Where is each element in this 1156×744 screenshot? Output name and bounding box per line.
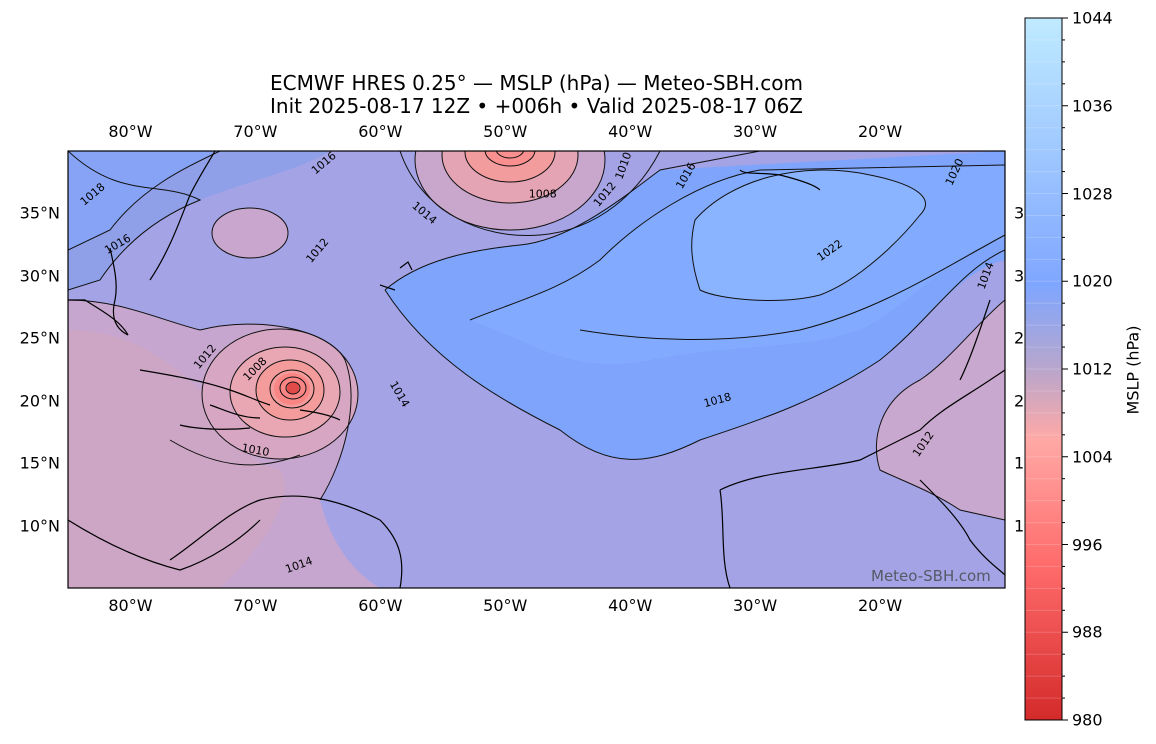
contour-label-15: 1010 [241,441,271,459]
lon-tick-top-5: 30°W [733,122,778,141]
lat-tick-right-1: 3 [1014,266,1025,286]
watermark: Meteo-SBH.com [871,567,991,585]
lat-tick-left-2: 25°N [19,328,60,348]
lat-tick-right-2: 2 [1014,328,1025,348]
colorbar-tick-7: 988 [1072,622,1103,642]
colorbar-tickmarks [1062,17,1068,721]
lon-tick-bottom-2: 60°W [358,596,403,615]
lat-tick-left-1: 30°N [19,266,60,286]
coastlines [68,151,1005,588]
colorbar-tick-4: 1012 [1072,359,1113,379]
lon-tick-bottom-3: 50°W [483,596,528,615]
lon-tick-top-1: 70°W [233,122,278,141]
lon-tick-top-6: 20°W [857,122,903,141]
colorbar-tick-3: 1020 [1072,271,1113,291]
lat-tick-left-4: 15°N [19,453,60,473]
colorbar-label: MSLP (hPa) [1123,325,1143,415]
lat-tick-right-4: 1 [1014,453,1025,473]
isobar-contours [68,151,1005,521]
mslp-field [68,151,1005,588]
colorbar-tick-2: 1028 [1072,184,1113,203]
colorbar-tick-8: 980 [1072,710,1103,730]
lon-tick-bottom-0: 80°W [108,596,153,615]
lon-tick-bottom-1: 70°W [233,596,278,615]
lat-tick-right-3: 2 [1014,391,1025,411]
lon-tick-top-2: 60°W [358,122,403,141]
lat-tick-left-5: 10°N [19,516,60,536]
map-title-line2: Init 2025-08-17 12Z • +006h • Valid 2025… [270,94,803,118]
lon-tick-top-0: 80°W [108,122,153,141]
colorbar-tick-1: 1036 [1072,96,1113,116]
lon-tick-bottom-4: 40°W [608,596,653,615]
colorbar [1025,18,1062,720]
lat-tick-left-3: 20°N [19,391,60,411]
colorbar-bands [1025,39,1062,699]
colorbar-tick-0: 1044 [1072,8,1113,28]
lon-tick-bottom-5: 30°W [733,596,778,615]
lat-tick-right-0: 3 [1014,203,1025,223]
lat-tick-right-5: 1 [1014,516,1025,536]
lat-tick-left-0: 35°N [19,203,60,223]
colorbar-tick-6: 996 [1072,535,1103,554]
lon-tick-bottom-6: 20°W [857,596,903,615]
colorbar-tick-5: 1004 [1072,447,1113,467]
lon-tick-top-3: 50°W [483,122,528,141]
lon-tick-top-4: 40°W [608,122,653,141]
contour-label-5: 1008 [529,188,557,201]
map-frame [67,150,1006,589]
map-title-line1: ECMWF HRES 0.25° — MSLP (hPa) — Meteo-SB… [270,71,803,95]
